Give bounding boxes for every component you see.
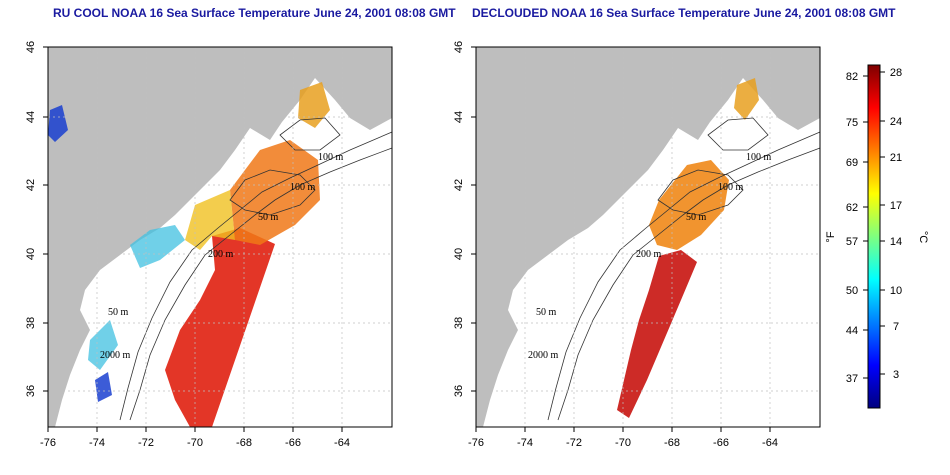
grid-lines: [476, 47, 820, 427]
celsius-tick-label: 28: [890, 67, 902, 79]
colorbar-gradient: [867, 64, 881, 409]
sst-warm-region: [165, 228, 275, 427]
y-axis: [471, 46, 476, 392]
grid-lines: [48, 47, 392, 427]
celsius-ticks: [880, 71, 885, 375]
contour-label: 50 m: [686, 212, 707, 223]
fahrenheit-tick-label: 82: [846, 71, 858, 83]
sst-cold-patches: [48, 105, 112, 402]
celsius-tick-label: 10: [890, 285, 902, 297]
land-area: [476, 47, 820, 427]
contour-label: 50 m: [536, 307, 557, 318]
sst-map-raw: 100 m 100 m 50 m 200 m 50 m 2000 m -76 -…: [25, 41, 393, 449]
contour-label: 100 m: [746, 152, 772, 163]
contour-label: 100 m: [290, 182, 316, 193]
y-tick-label: 42: [453, 179, 465, 191]
fahrenheit-ticks: [863, 75, 868, 379]
sst-north-patch: [734, 78, 759, 120]
y-tick-label: 46: [25, 41, 37, 53]
x-tick-label: -72: [566, 437, 582, 449]
x-tick-label: -74: [89, 437, 105, 449]
x-tick-label: -66: [713, 437, 729, 449]
y-tick-label: 40: [453, 248, 465, 260]
bathymetry-contours: [119, 117, 393, 421]
celsius-tick-label: 17: [890, 200, 902, 212]
celsius-tick-label: 24: [890, 116, 902, 128]
contour-label: 2000 m: [528, 350, 559, 361]
y-tick-label: 44: [25, 111, 37, 123]
map-frame: [47, 46, 393, 428]
y-tick-label: 46: [453, 41, 465, 53]
panel-title-declouded: DECLOUDED NOAA 16 Sea Surface Temperatur…: [472, 6, 896, 20]
x-tick-label: -64: [334, 437, 350, 449]
celsius-tick-label: 14: [890, 236, 902, 248]
x-tick-label: -74: [517, 437, 533, 449]
x-tick-label: -70: [187, 437, 203, 449]
fahrenheit-axis-label: °F: [825, 231, 837, 242]
y-tick-label: 42: [25, 179, 37, 191]
temperature-colorbar: 82 75 69 62 57 50 44 37 28 24 21 17 14 1…: [825, 64, 929, 409]
contour-label: 200 m: [636, 249, 662, 260]
coastal-water-band: [500, 250, 568, 427]
y-tick-label: 44: [453, 111, 465, 123]
celsius-tick-label: 3: [893, 369, 899, 381]
map-frame: [475, 46, 821, 428]
x-tick-label: -70: [615, 437, 631, 449]
fahrenheit-tick-label: 75: [846, 117, 858, 129]
celsius-tick-label: 7: [893, 321, 899, 333]
x-tick-label: -66: [285, 437, 301, 449]
y-tick-label: 38: [25, 317, 37, 329]
fahrenheit-tick-label: 37: [846, 373, 858, 385]
x-tick-label: -64: [762, 437, 778, 449]
bathymetry-contours: [547, 117, 821, 421]
celsius-axis-label: °C: [917, 231, 929, 243]
sst-mid-region: [185, 190, 235, 250]
fahrenheit-tick-label: 69: [846, 157, 858, 169]
sst-map-declouded: 100 m 100 m 50 m 200 m 50 m 2000 m -76 -…: [453, 41, 821, 449]
x-tick-label: -76: [468, 437, 484, 449]
y-tick-label: 36: [25, 385, 37, 397]
contour-label: 100 m: [318, 152, 344, 163]
coastal-water-band: [72, 250, 140, 427]
fahrenheit-tick-label: 50: [846, 285, 858, 297]
contour-label: 100 m: [718, 182, 744, 193]
contour-label: 200 m: [208, 249, 234, 260]
land-area: [48, 47, 392, 427]
x-tick-label: -76: [40, 437, 56, 449]
x-axis: [47, 427, 343, 432]
celsius-tick-label: 21: [890, 152, 902, 164]
sst-warm-region: [617, 250, 697, 418]
contour-label: 50 m: [258, 212, 279, 223]
y-tick-label: 36: [453, 385, 465, 397]
x-tick-label: -72: [138, 437, 154, 449]
panel-title-raw: RU COOL NOAA 16 Sea Surface Temperature …: [53, 6, 456, 20]
sst-gulf-region: [230, 140, 320, 245]
contour-label: 50 m: [108, 307, 129, 318]
fahrenheit-tick-label: 57: [846, 236, 858, 248]
x-tick-label: -68: [236, 437, 252, 449]
x-axis: [475, 427, 771, 432]
sst-cool-patches: [88, 225, 185, 370]
fahrenheit-tick-label: 62: [846, 202, 858, 214]
fahrenheit-tick-label: 44: [846, 325, 858, 337]
y-tick-label: 38: [453, 317, 465, 329]
contour-label: 2000 m: [100, 350, 131, 361]
y-tick-label: 40: [25, 248, 37, 260]
x-tick-label: -68: [664, 437, 680, 449]
sst-north-patch: [298, 82, 330, 128]
y-axis: [43, 46, 48, 392]
